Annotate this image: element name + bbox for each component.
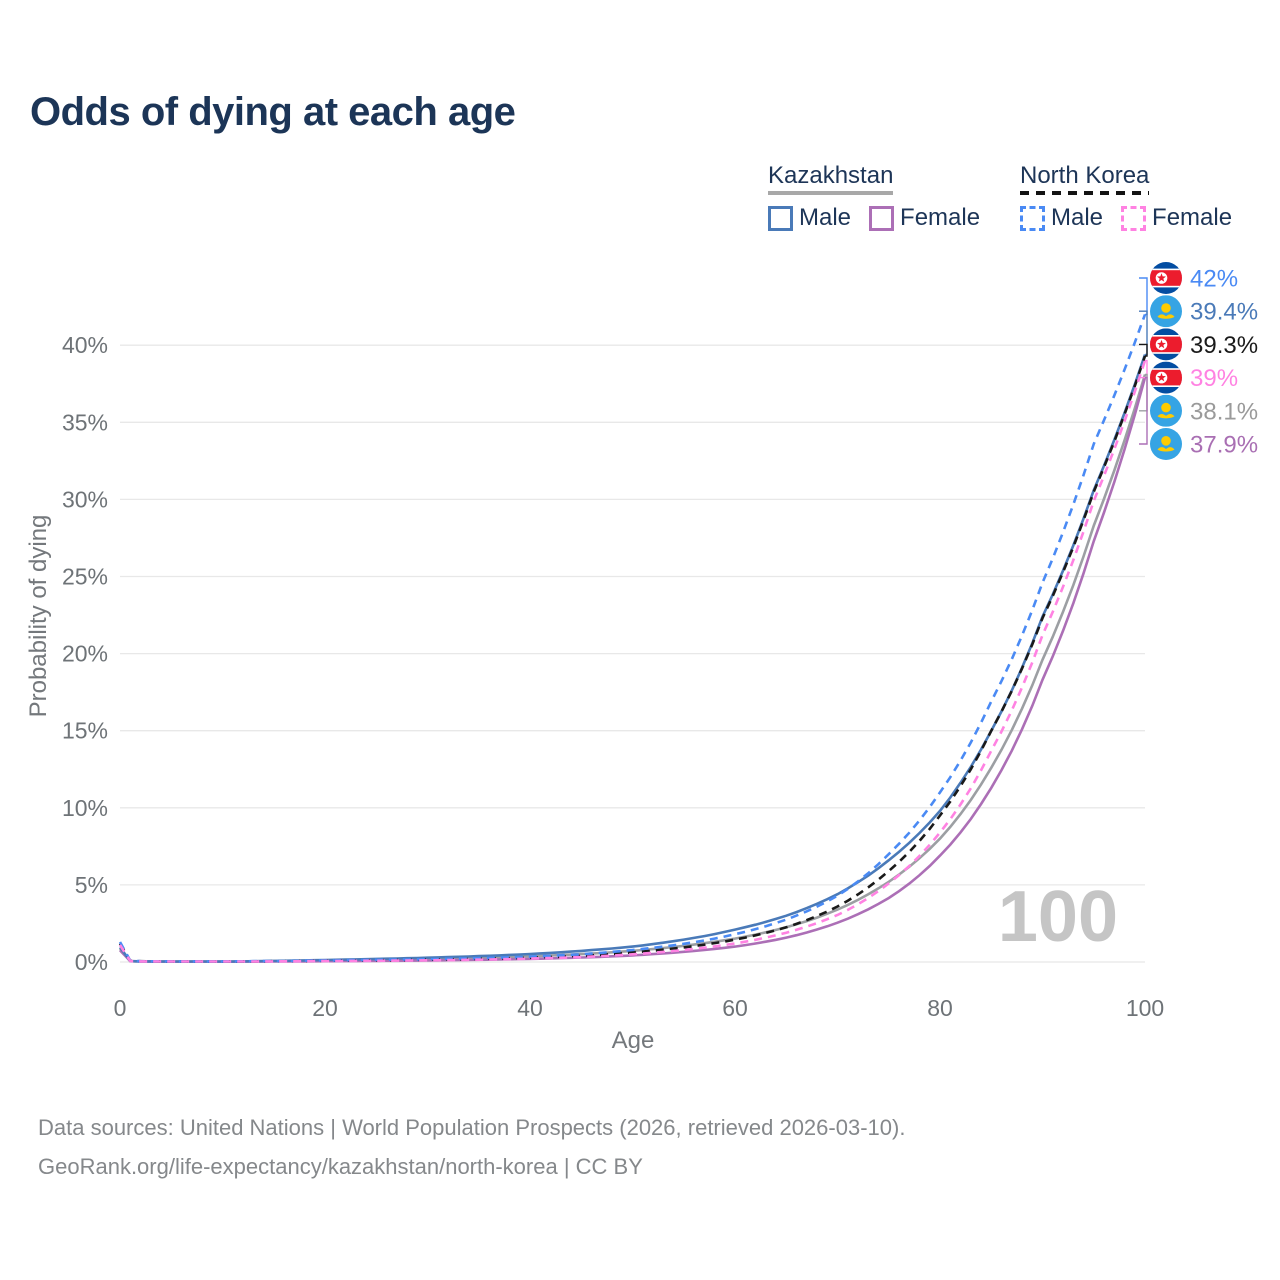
legend-header-kazakhstan: Kazakhstan bbox=[768, 162, 894, 195]
series-line-north-korea-female bbox=[118, 360, 1147, 963]
end-value-label-kazakhstan-female: 37.9% bbox=[1190, 432, 1258, 459]
y-tick-label-0: 0% bbox=[75, 949, 108, 975]
legend-header-label: Kazakhstan bbox=[768, 162, 894, 189]
legend-item-label: Female bbox=[1152, 204, 1233, 231]
north-korea-female-swatch-icon bbox=[1121, 205, 1147, 231]
legend-row: Male Female bbox=[1020, 204, 1250, 232]
leader-line-north-korea-male bbox=[1139, 277, 1148, 316]
legend-group-kazakhstan: Kazakhstan Male Female bbox=[768, 163, 998, 232]
star-icon bbox=[1157, 372, 1166, 382]
y-tick-label-25: 25% bbox=[62, 564, 108, 590]
legend-header-north-korea: North Korea bbox=[1020, 162, 1150, 195]
y-tick-label-10: 10% bbox=[62, 795, 108, 821]
x-tick-label-40: 40 bbox=[517, 995, 543, 1021]
kazakhstan-female-swatch-icon bbox=[869, 205, 895, 231]
y-tick-label-35: 35% bbox=[62, 409, 108, 435]
end-value-label-kazakhstan-both-sexes: 38.1% bbox=[1190, 398, 1258, 425]
kazakhstan-male-swatch-icon bbox=[768, 205, 793, 231]
legend-header-label: North Korea bbox=[1020, 162, 1150, 189]
line-chart: 0% 5% 10% 15% 20% 25% 30% 35% 40% 0 20 40 60 80 100 Age… bbox=[25, 262, 1258, 1054]
flag-icon-kazakhstan bbox=[1150, 394, 1182, 427]
series-line-kazakhstan-female bbox=[119, 377, 1147, 963]
y-tick-label-40: 40% bbox=[62, 332, 108, 358]
series-line-north-korea-male bbox=[118, 313, 1147, 963]
legend-item-label: Male bbox=[1051, 204, 1104, 231]
legend-underline-dashed bbox=[1020, 191, 1150, 195]
data-sources: Data sources: United Nations | World Pop… bbox=[38, 1108, 905, 1186]
y-tick-label-15: 15% bbox=[62, 718, 108, 744]
north-korea-male-swatch-icon bbox=[1020, 205, 1045, 231]
eagle-icon bbox=[1157, 413, 1175, 419]
sun-icon bbox=[1161, 303, 1171, 313]
eagle-icon bbox=[1157, 314, 1175, 319]
end-value-label-north-korea-female: 39% bbox=[1190, 365, 1238, 392]
legend-item-north-korea-male[interactable]: Male bbox=[1020, 204, 1103, 232]
data-sources-line1: Data sources: United Nations | World Pop… bbox=[38, 1115, 906, 1140]
leader-line-kazakhstan-female bbox=[1139, 376, 1148, 445]
end-value-label-north-korea-both-sexes: 39.3% bbox=[1190, 332, 1258, 359]
flag-icon-north-korea bbox=[1150, 361, 1182, 394]
series-line-kazakhstan-male bbox=[118, 354, 1147, 963]
leader-line-north-korea-female bbox=[1139, 359, 1148, 379]
legend-group-north-korea: North Korea Male Female bbox=[1020, 163, 1250, 232]
legend-item-north-korea-female[interactable]: Female bbox=[1121, 204, 1232, 232]
x-tick-label-0: 0 bbox=[114, 995, 127, 1021]
flag-icon-north-korea bbox=[1150, 328, 1182, 361]
data-sources-line2: GeoRank.org/life-expectancy/kazakhstan/n… bbox=[38, 1154, 643, 1179]
legend-row: Male Female bbox=[768, 204, 998, 232]
series-line-north-korea-both-sexes bbox=[118, 355, 1147, 963]
x-tick-label-80: 80 bbox=[927, 995, 953, 1021]
y-tick-label-20: 20% bbox=[62, 641, 108, 667]
x-tick-label-100: 100 bbox=[1126, 995, 1164, 1021]
end-value-label-north-korea-male: 42% bbox=[1190, 266, 1238, 293]
leader-line-north-korea-both-sexes bbox=[1139, 343, 1148, 357]
legend-underline-solid bbox=[768, 191, 894, 195]
star-icon bbox=[1157, 339, 1166, 349]
legend-item-label: Male bbox=[799, 204, 852, 231]
flag-icon-north-korea bbox=[1150, 262, 1182, 294]
eagle-icon bbox=[1157, 447, 1175, 452]
flag-icon-kazakhstan bbox=[1150, 428, 1182, 460]
series-line-kazakhstan-both-sexes bbox=[119, 374, 1147, 963]
flag-icon-kazakhstan bbox=[1150, 295, 1182, 328]
y-tick-label-30: 30% bbox=[62, 486, 108, 512]
y-axis-title: Probability of dying bbox=[25, 515, 52, 718]
x-tick-label-20: 20 bbox=[312, 995, 338, 1021]
sun-icon bbox=[1161, 402, 1171, 413]
legend-item-label: Female bbox=[900, 204, 981, 231]
y-tick-label-5: 5% bbox=[75, 872, 108, 898]
page-title: Odds of dying at each age bbox=[30, 90, 516, 134]
legend-item-kazakhstan-female[interactable]: Female bbox=[869, 204, 980, 232]
sun-icon bbox=[1161, 436, 1171, 446]
star-icon bbox=[1157, 273, 1166, 282]
leader-line-kazakhstan-male bbox=[1139, 310, 1148, 356]
x-tick-label-60: 60 bbox=[722, 995, 748, 1021]
end-value-label-kazakhstan-male: 39.4% bbox=[1190, 299, 1258, 326]
legend-item-kazakhstan-male[interactable]: Male bbox=[768, 204, 851, 232]
x-axis-title: Age bbox=[612, 1027, 655, 1054]
age-watermark: 100 bbox=[998, 877, 1118, 957]
